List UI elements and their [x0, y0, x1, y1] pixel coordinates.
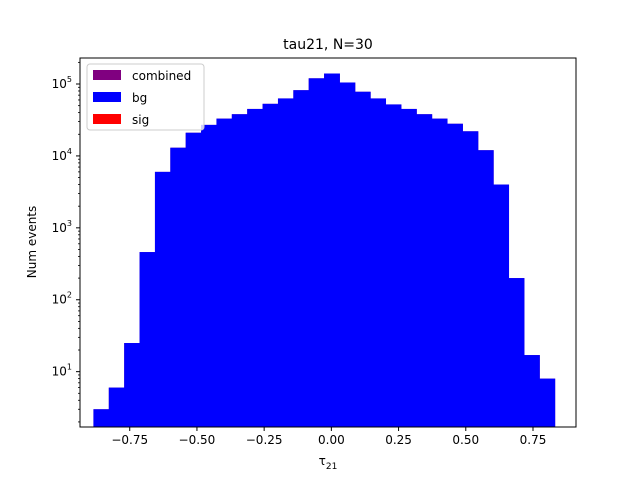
histogram-bars [93, 73, 556, 428]
bar-bg-13 [293, 90, 310, 428]
bar-bg-20 [400, 108, 417, 427]
legend-box [86, 63, 205, 131]
plot-frame [79, 57, 577, 428]
legend-label-bg: bg [132, 91, 147, 105]
y-tick-label: 104 [52, 147, 72, 163]
x-tick-label: 0.25 [385, 433, 412, 447]
bar-bg-6 [185, 132, 202, 427]
bar-bg-21 [416, 114, 433, 427]
bar-bg-17 [354, 91, 371, 428]
bar-bg-28 [524, 355, 540, 427]
bar-bg-5 [170, 147, 187, 428]
y-tick-label: 105 [52, 75, 72, 91]
bar-bg-26 [493, 184, 510, 427]
legend-swatch-sig [93, 114, 121, 124]
x-tick-label: −0.50 [179, 433, 216, 447]
legend-swatch-bg [93, 92, 121, 102]
bar-bg-8 [216, 118, 233, 427]
bar-bg-14 [308, 78, 325, 427]
bar-bg-29 [539, 378, 556, 427]
legend-label-combined: combined [132, 69, 191, 83]
bar-bg-4 [154, 171, 171, 427]
x-tick-label: 0.00 [318, 433, 345, 447]
x-tick-label: 0.75 [520, 433, 547, 447]
legend-label-sig: sig [132, 113, 149, 127]
bar-bg-7 [201, 124, 217, 428]
bar-bg-11 [262, 103, 279, 427]
bar-bg-23 [447, 123, 463, 428]
bar-bg-25 [477, 150, 494, 428]
bar-bg-0 [93, 409, 110, 427]
x-axis-label: τ21 [319, 454, 338, 472]
x-tick-label: −0.25 [246, 433, 283, 447]
x-axis-label-base: τ [319, 454, 326, 468]
bar-bg-18 [370, 98, 387, 427]
x-axis-label-subscript: 21 [326, 462, 337, 472]
bar-bg-16 [339, 82, 356, 428]
bar-bg-3 [139, 252, 156, 427]
x-tick-label: 0.50 [452, 433, 479, 447]
y-tick-label: 102 [52, 291, 72, 307]
bar-bg-9 [231, 114, 248, 427]
bar-bg-27 [508, 278, 525, 427]
legend: combined bg sig [86, 63, 205, 131]
chart-title: tau21, N=30 [283, 37, 373, 53]
bar-bg-1 [108, 387, 125, 427]
bar-bg-2 [124, 343, 140, 427]
y-axis-label: Num events [25, 206, 39, 279]
bar-bg-24 [462, 131, 479, 428]
bar-bg-12 [277, 98, 294, 427]
bar-bg-22 [431, 118, 448, 427]
bar-bg-15 [324, 73, 340, 427]
x-axis-ticks: −0.75 −0.50 −0.25 0.00 0.25 0.50 0.75 [111, 427, 546, 447]
x-tick-label: −0.75 [111, 433, 148, 447]
y-tick-label: 101 [52, 363, 72, 379]
bar-bg-19 [385, 104, 402, 427]
bar-bg-10 [247, 108, 263, 427]
y-axis-ticks: 101 102 103 104 105 [52, 61, 80, 423]
legend-swatch-combined [93, 70, 121, 80]
y-tick-label: 103 [52, 219, 72, 235]
